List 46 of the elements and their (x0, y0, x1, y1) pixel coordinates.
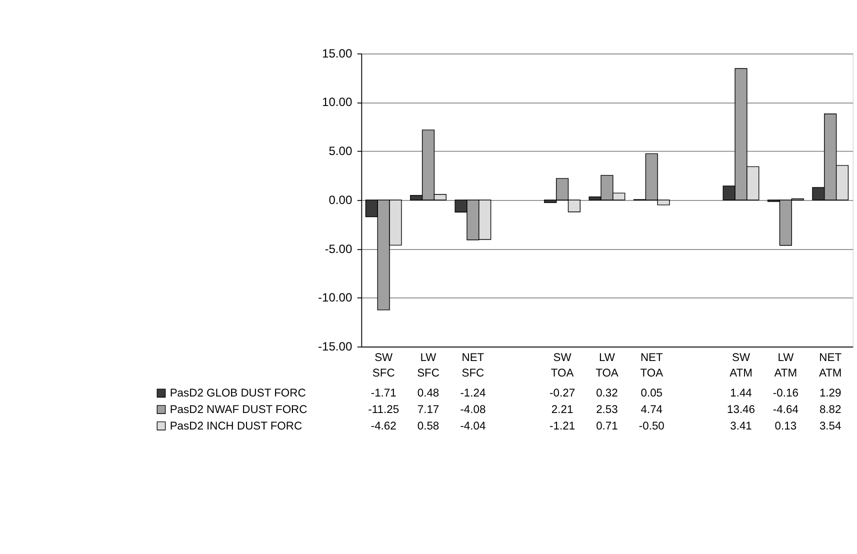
data-label: -4.64 (772, 404, 798, 416)
data-label: 0.48 (417, 388, 440, 400)
x-tick-label: NET ATM (818, 352, 842, 380)
x-tick-label: SW ATM (730, 352, 752, 380)
data-label: 8.82 (819, 404, 842, 416)
x-tick-label: NET TOA (640, 352, 664, 380)
x-tick-label: LW TOA (596, 352, 619, 380)
data-label: -1.71 (370, 388, 396, 400)
x-tick-label: SW SFC (372, 352, 395, 380)
data-label: -1.21 (550, 420, 576, 432)
data-label: -4.62 (370, 420, 396, 432)
data-label: 0.32 (596, 388, 618, 400)
y-tick-label: -15.00 (318, 339, 352, 354)
data-label: 7.17 (417, 404, 440, 416)
data-label: 0.13 (774, 420, 797, 432)
x-tick-label: SW TOA (550, 352, 574, 380)
data-label: 3.54 (819, 420, 842, 432)
data-label: -11.25 (368, 404, 400, 416)
y-tick-label: -5.00 (324, 242, 352, 256)
data-label: 0.58 (417, 420, 440, 432)
data-label: 1.44 (730, 388, 752, 400)
data-label: -1.24 (460, 388, 486, 400)
data-label: 0.71 (596, 420, 618, 432)
y-tick-label: 10.00 (322, 95, 352, 110)
data-label: 13.46 (727, 404, 755, 416)
data-label: -4.08 (460, 404, 486, 416)
legend-label: PasD2 NWAF DUST FORC (170, 404, 308, 416)
y-tick-label: -10.00 (318, 290, 352, 305)
legend-label: PasD2 INCH DUST FORC (170, 420, 302, 432)
data-label: -0.50 (638, 420, 664, 432)
data-label: -0.16 (772, 388, 798, 400)
y-tick-label: 15.00 (322, 46, 352, 60)
x-tick-label: LW SFC (417, 352, 440, 380)
x-tick-label: LW ATM (774, 352, 798, 380)
data-label: 0.05 (640, 388, 663, 400)
y-tick-label: 0.00 (328, 192, 352, 207)
data-label: -4.04 (460, 420, 486, 432)
data-label: 2.53 (596, 404, 618, 416)
data-label: 3.41 (730, 420, 752, 432)
data-label: 4.74 (640, 404, 663, 416)
data-label: -0.27 (550, 388, 576, 400)
data-label: 2.21 (551, 404, 574, 416)
x-tick-label: NET SFC (462, 352, 484, 380)
legend-label: PasD2 GLOB DUST FORC (170, 388, 306, 400)
data-label: 1.29 (819, 388, 842, 400)
y-tick-label: 5.00 (328, 144, 352, 158)
